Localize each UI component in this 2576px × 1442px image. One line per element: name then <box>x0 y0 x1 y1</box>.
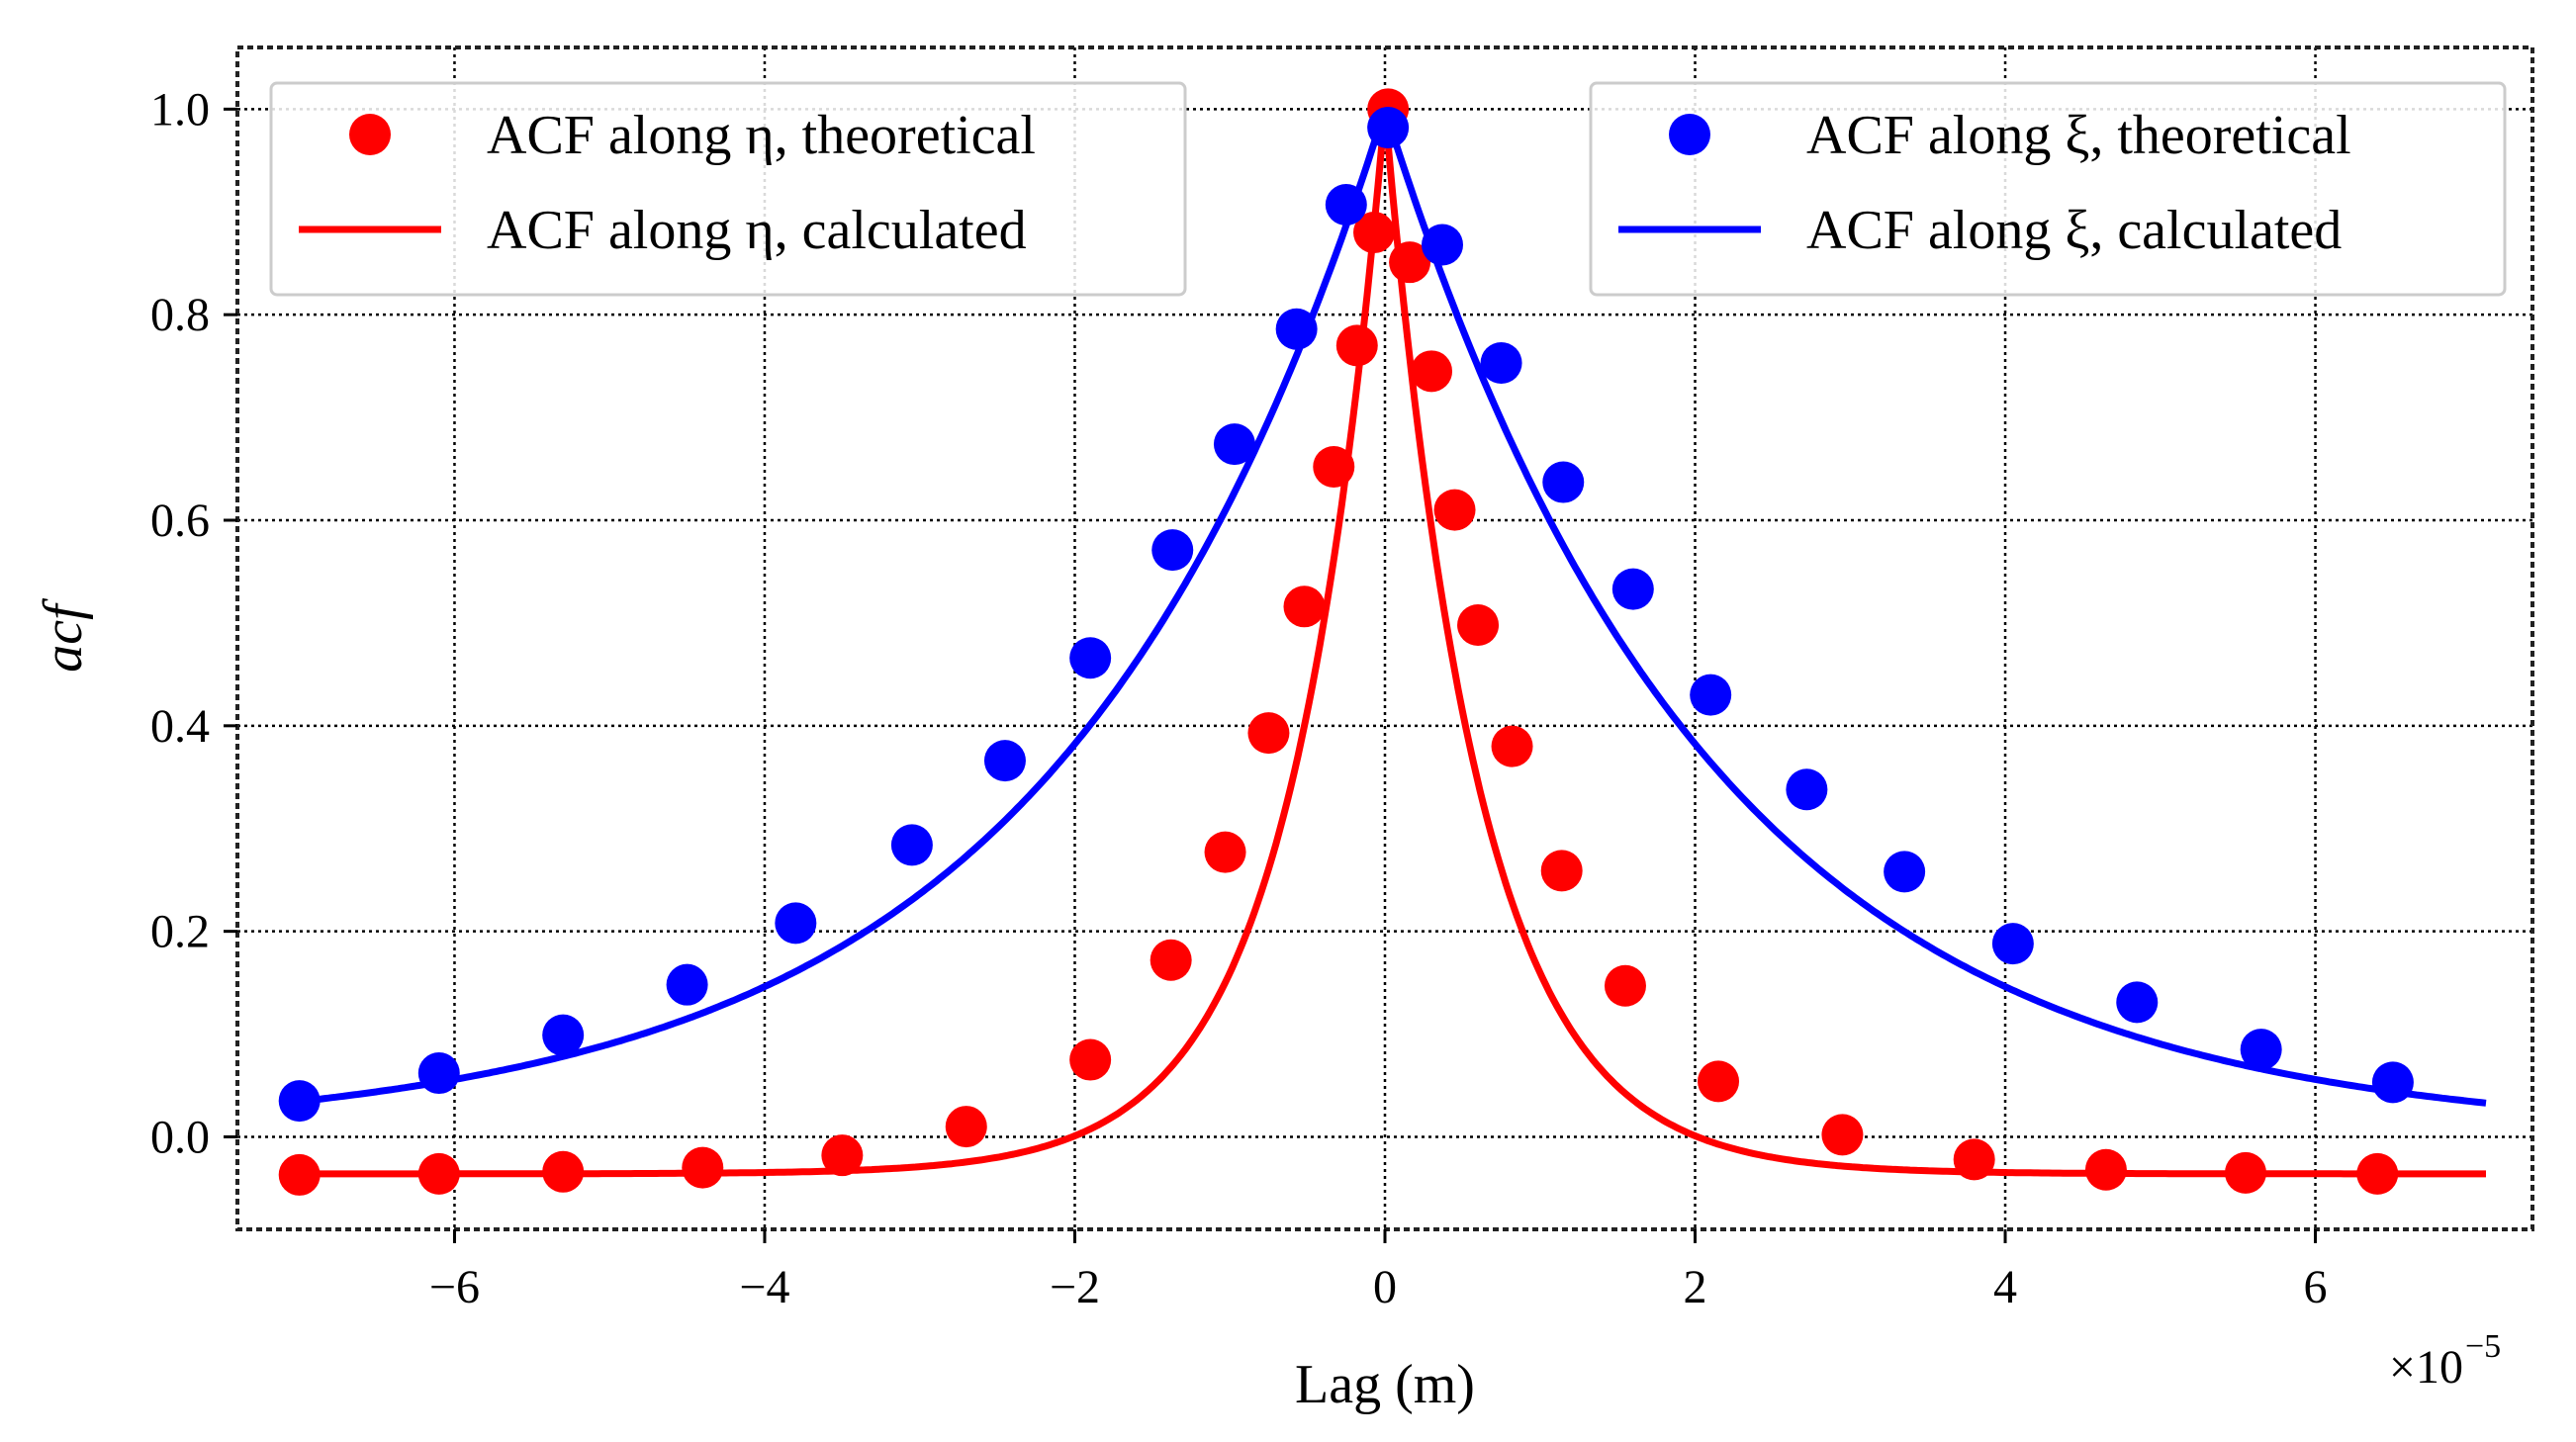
point-s0-10 <box>1283 586 1326 628</box>
point-s0-13 <box>1353 212 1396 254</box>
x-tick-label-2: −2 <box>1050 1261 1100 1313</box>
point-s1-22 <box>2240 1029 2282 1071</box>
point-s1-18 <box>1786 768 1828 811</box>
x-tick-label-0: −6 <box>429 1261 480 1313</box>
point-s0-16 <box>1411 350 1453 393</box>
point-s0-1 <box>417 1152 460 1195</box>
theoretical-points <box>278 88 2414 1196</box>
x-scale-factor: ×10 −5 <box>2389 1328 2501 1394</box>
point-s1-13 <box>1422 224 1463 266</box>
legend-left-box <box>269 81 1187 297</box>
point-s1-0 <box>278 1080 321 1123</box>
point-s0-18 <box>1457 603 1500 646</box>
legend-right-box <box>1589 81 2507 297</box>
y-tick-label-0: 0.0 <box>150 1111 210 1163</box>
point-s0-6 <box>1069 1038 1112 1081</box>
x-tick-label-5: 4 <box>1993 1261 2017 1313</box>
point-s0-17 <box>1433 489 1476 531</box>
point-s1-12 <box>1367 107 1410 149</box>
point-s1-20 <box>1991 923 2034 965</box>
y-tick-label-1: 0.2 <box>150 906 210 958</box>
point-s1-4 <box>775 902 817 945</box>
axis-ticks: −6 −4 −2 0 2 4 6 0.0 0.2 0.4 0.6 0.8 1.0 <box>150 83 2328 1313</box>
x-scale-exponent: −5 <box>2465 1328 2501 1365</box>
point-s1-7 <box>1069 637 1112 679</box>
point-s0-9 <box>1247 712 1290 755</box>
point-s0-4 <box>821 1134 864 1177</box>
point-s1-14 <box>1480 342 1522 385</box>
y-axis-label: acf <box>33 597 94 673</box>
legend-right-marker-0 <box>1669 114 1710 155</box>
point-s1-23 <box>2371 1061 2414 1104</box>
y-tick-label-5: 1.0 <box>150 83 210 135</box>
y-tick-label-2: 0.4 <box>150 700 210 753</box>
legend-eta: ACF along η, theoretical ACF along η, cal… <box>269 81 1187 297</box>
point-s1-6 <box>983 740 1026 782</box>
point-s0-8 <box>1204 831 1246 873</box>
point-s1-5 <box>890 824 933 866</box>
legend-right-label-1: ACF along ξ, calculated <box>1806 200 2342 261</box>
point-s1-11 <box>1325 183 1367 225</box>
legend-xi: ACF along ξ, theoretical ACF along ξ, cal… <box>1589 81 2507 297</box>
point-s0-15 <box>1389 241 1431 284</box>
legend-left-label-1: ACF along η, calculated <box>487 200 1027 261</box>
y-tick-label-4: 0.8 <box>150 289 210 341</box>
point-s0-21 <box>1604 964 1646 1007</box>
x-tick-label-1: −4 <box>739 1261 789 1313</box>
point-s0-20 <box>1540 850 1583 892</box>
y-tick-label-3: 0.6 <box>150 495 210 547</box>
point-s0-2 <box>542 1150 585 1193</box>
point-s1-1 <box>417 1052 460 1095</box>
x-scale-base: ×10 <box>2389 1341 2463 1394</box>
point-s1-16 <box>1611 568 1654 610</box>
point-s0-23 <box>1821 1114 1864 1156</box>
x-axis-label: Lag (m) <box>1295 1354 1475 1415</box>
point-s1-2 <box>542 1014 585 1056</box>
point-s1-10 <box>1275 308 1318 350</box>
point-s0-25 <box>2084 1148 2127 1191</box>
x-tick-label-4: 2 <box>1684 1261 1707 1313</box>
point-s1-17 <box>1690 674 1732 716</box>
point-s1-15 <box>1542 461 1585 503</box>
point-s0-11 <box>1313 445 1355 488</box>
point-s0-26 <box>2225 1151 2266 1194</box>
x-tick-label-6: 6 <box>2304 1261 2328 1313</box>
point-s1-8 <box>1151 529 1194 572</box>
legend-right-label-0: ACF along ξ, theoretical <box>1806 105 2351 166</box>
point-s0-12 <box>1335 324 1378 367</box>
point-s0-19 <box>1491 725 1533 767</box>
point-s1-21 <box>2116 981 2159 1024</box>
legend-left-marker-0 <box>349 114 391 155</box>
point-s0-27 <box>2356 1152 2399 1195</box>
point-s0-5 <box>945 1106 987 1148</box>
point-s1-3 <box>666 963 708 1006</box>
point-s1-9 <box>1213 423 1255 466</box>
point-s0-22 <box>1698 1060 1740 1103</box>
point-s0-0 <box>278 1153 321 1196</box>
point-s0-24 <box>1953 1138 1995 1181</box>
point-s0-3 <box>682 1146 724 1189</box>
legend-left-label-0: ACF along η, theoretical <box>487 105 1036 166</box>
x-tick-label-3: 0 <box>1373 1261 1397 1313</box>
point-s1-19 <box>1884 851 1926 893</box>
point-s0-7 <box>1150 939 1192 981</box>
